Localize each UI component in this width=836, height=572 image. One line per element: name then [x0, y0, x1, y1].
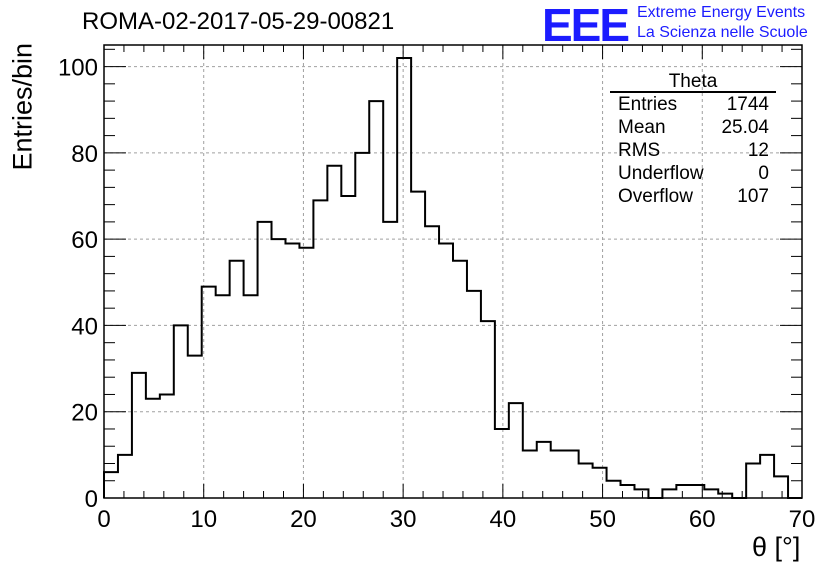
- stats-row: Overflow 107: [610, 185, 776, 208]
- stats-label: Overflow: [618, 186, 693, 207]
- stats-label: Entries: [618, 94, 678, 115]
- tick-labels: 0 10 20 30 40 50 60 70 0 20 40 60 80 100: [58, 55, 815, 533]
- stats-box: Theta Entries 1744 Mean 25.04 RMS 12 Underf…: [610, 72, 776, 208]
- y-tick-label: 0: [85, 486, 98, 513]
- stats-row: Mean 25.04: [610, 116, 776, 139]
- stats-value: 0: [758, 163, 769, 184]
- stats-title: Theta: [610, 72, 776, 93]
- logo-line-1: Extreme Energy Events: [637, 4, 806, 21]
- x-tick-label: 10: [190, 506, 217, 533]
- stats-row: RMS 12: [610, 139, 776, 162]
- x-tick-label: 30: [390, 506, 417, 533]
- stats-value: 1744: [726, 94, 769, 115]
- logo-line-2: La Scienza nelle Scuole: [637, 24, 808, 41]
- y-tick-label: 60: [71, 227, 98, 254]
- x-tick-label: 70: [789, 506, 816, 533]
- grid-lines: [104, 45, 802, 498]
- y-tick-label: 20: [71, 400, 98, 427]
- x-tick-label: 0: [97, 506, 110, 533]
- stats-value: 107: [737, 186, 769, 207]
- stats-row: Underflow 0: [610, 162, 776, 185]
- stats-row: Entries 1744: [610, 93, 776, 116]
- y-tick-label: 40: [71, 313, 98, 340]
- x-axis-label: θ [°]: [752, 532, 801, 562]
- stats-value: 12: [747, 140, 769, 161]
- x-tick-label: 20: [290, 506, 317, 533]
- plot-frame: [103, 44, 803, 499]
- y-tick-label: 100: [58, 55, 98, 82]
- eee-logo: EEE: [542, 0, 630, 51]
- stats-label: Underflow: [618, 163, 704, 184]
- run-title: ROMA-02-2017-05-29-00821: [82, 8, 395, 35]
- stats-value: 25.04: [721, 117, 769, 138]
- x-tick-label: 40: [490, 506, 517, 533]
- x-tick-label: 50: [589, 506, 616, 533]
- y-tick-label: 80: [71, 141, 98, 168]
- y-axis-label: Entries/bin: [7, 42, 38, 171]
- logo-caption: Extreme Energy Events La Scienza nelle S…: [637, 3, 808, 43]
- stats-label: RMS: [618, 140, 661, 161]
- stats-label: Mean: [618, 117, 666, 138]
- x-tick-label: 60: [689, 506, 716, 533]
- histogram-series: [103, 56, 802, 499]
